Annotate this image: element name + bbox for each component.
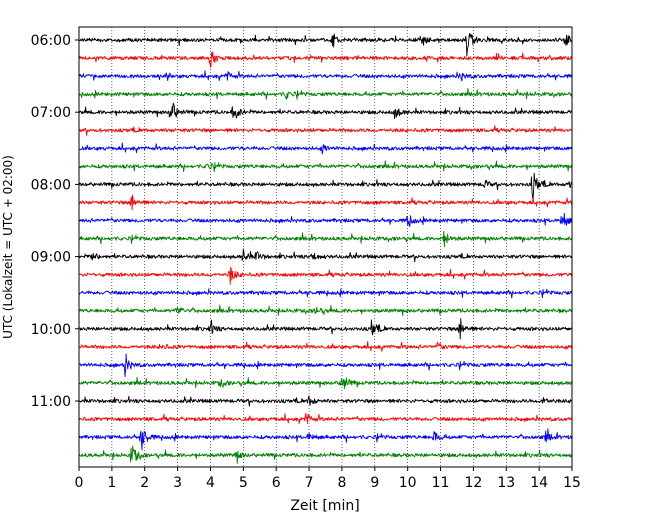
y-tick-label: 10:00 — [31, 322, 71, 338]
x-axis-label: Zeit [min] — [290, 498, 359, 514]
y-axis-label: UTC (Lokalzeit = UTC + 02:00) — [1, 155, 15, 339]
trace-0630 — [78, 70, 573, 82]
trace-0815 — [78, 194, 573, 211]
plot-background — [79, 27, 572, 467]
trace-0700 — [78, 102, 573, 120]
x-tick-label: 11 — [432, 475, 450, 491]
trace-0945 — [78, 304, 573, 316]
trace-1045 — [78, 376, 573, 390]
trace-1130 — [78, 428, 573, 451]
x-tick-label: 0 — [75, 475, 84, 491]
x-tick-label: 12 — [464, 475, 482, 491]
trace-0615 — [78, 51, 573, 68]
x-tick-label: 7 — [305, 475, 314, 491]
x-tick-label: 15 — [563, 475, 581, 491]
trace-1100 — [78, 395, 573, 407]
plot-frame — [78, 26, 573, 468]
trace-0915 — [78, 266, 573, 285]
trace-0600 — [78, 32, 573, 57]
y-tick-label: 09:00 — [31, 250, 71, 266]
traces-group — [78, 32, 573, 464]
y-tick-label: 07:00 — [31, 105, 71, 121]
x-tick-label: 5 — [239, 475, 248, 491]
trace-0830 — [78, 212, 573, 227]
y-tick-label: 11:00 — [31, 394, 71, 410]
trace-0730 — [78, 142, 573, 155]
x-tick-label: 9 — [370, 475, 379, 491]
x-tick-label: 13 — [497, 475, 515, 491]
trace-1115 — [78, 412, 573, 424]
x-tick-label: 6 — [272, 475, 281, 491]
trace-0845 — [78, 230, 573, 248]
x-tick-label: 2 — [140, 475, 149, 491]
trace-1030 — [78, 353, 573, 378]
grid-lines — [111, 27, 540, 467]
trace-0800 — [78, 172, 573, 201]
x-tick-label: 8 — [337, 475, 346, 491]
trace-0715 — [78, 125, 573, 136]
y-axis: 06:00 07:00 08:00 09:00 10:00 11:00 — [31, 33, 79, 410]
x-axis: 0 1 2 3 4 5 6 7 8 9 10 11 12 13 14 15 — [75, 467, 581, 491]
x-tick-label: 3 — [173, 475, 182, 491]
trace-0900 — [78, 248, 573, 263]
y-tick-label: 06:00 — [31, 33, 71, 49]
x-tick-label: 14 — [530, 475, 548, 491]
x-tick-label: 10 — [399, 475, 417, 491]
trace-0745 — [78, 160, 573, 173]
trace-0930 — [78, 288, 573, 299]
y-tick-label: 08:00 — [31, 177, 71, 193]
trace-0645 — [78, 88, 573, 100]
trace-1145 — [78, 445, 573, 464]
x-tick-label: 4 — [206, 475, 215, 491]
trace-1000 — [78, 318, 573, 340]
x-tick-label: 1 — [107, 475, 116, 491]
trace-1015 — [78, 341, 573, 352]
